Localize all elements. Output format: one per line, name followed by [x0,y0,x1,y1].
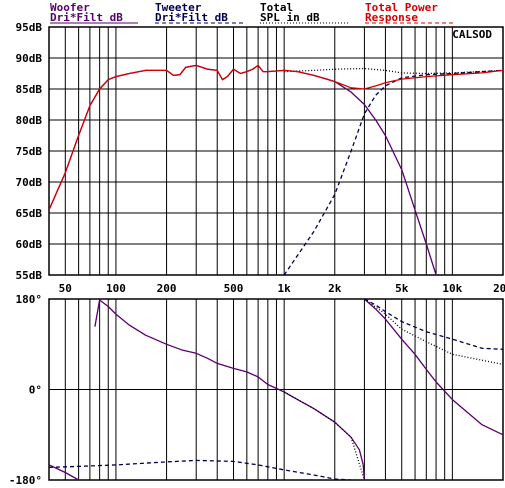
x-tick-label: 100 [106,282,126,295]
legend-tweeter-line2: Dri*Filt dB [155,11,228,24]
x-tick-label: 2k [328,282,342,295]
x-tick-label: 10k [442,282,462,295]
y-tick-label: 55dB [16,269,43,282]
legend-tweeter-line1: Tweeter [155,1,202,14]
y-tick-label: 75dB [16,145,43,158]
magnitude-series-tweeter [283,69,503,275]
legend-woofer-line1: Woofer [50,1,90,14]
x-tick-label: 500 [224,282,244,295]
phase-series-total [283,391,366,480]
y-tick-label: 180° [16,293,43,306]
magnitude-series-power [49,64,503,211]
plot-frame [48,26,504,276]
x-tick-label: 1k [278,282,292,295]
plot-frame [48,298,504,481]
x-tick-label: 20k [493,282,505,295]
legend-power-line2: Response [365,11,418,24]
x-tick-label: 200 [157,282,177,295]
y-tick-label: 70dB [16,176,43,189]
x-tick-label: 50 [59,282,72,295]
y-tick-label: 80dB [16,114,43,127]
y-tick-label: 65dB [16,207,43,220]
calsod-annotation: CALSOD [452,28,492,41]
phase-series-tweeter [49,459,360,480]
y-tick-label: 85dB [16,83,43,96]
phase-series-woofer [363,299,503,436]
legend: Woofer Dri*Filt dB Tweeter Dri*Filt dB T… [50,1,453,24]
phase-series-tweeter [364,299,503,350]
y-tick-label: -180° [9,474,42,487]
legend-woofer-line2: Dri*Filt dB [50,11,123,24]
phase-plot: 180° 0° -180° [9,293,504,487]
legend-total-line2: SPL in dB [260,11,320,24]
phase-series-woofer [49,464,80,480]
y-tick-label: 90dB [16,52,43,65]
y-tick-label: 60dB [16,238,43,251]
magnitude-plot: 95dB 90dB 85dB 80dB 75dB 70dB 65dB 60dB 55dB 50 10… [16,21,505,295]
phase-series-total [364,299,503,366]
y-tick-label: 0° [29,384,42,397]
y-tick-label: 95dB [16,21,43,34]
x-tick-label: 5k [395,282,409,295]
legend-power-line1: Total Power [365,1,438,14]
magnitude-series-total [284,67,503,75]
legend-total-line1: Total [260,1,293,14]
